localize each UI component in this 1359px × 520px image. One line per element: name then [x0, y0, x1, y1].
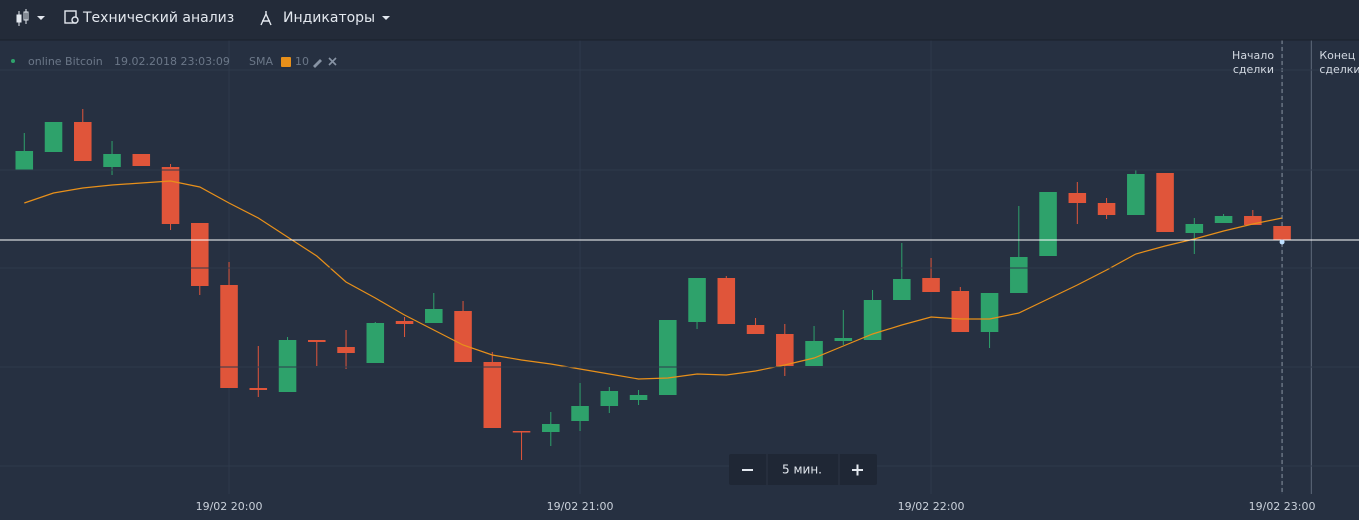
- candle-body: [980, 293, 999, 332]
- candle-body: [834, 338, 853, 341]
- x-tick-label: 19/02 20:00: [196, 500, 263, 513]
- trade-marker-label: сделки: [1319, 63, 1359, 76]
- candle-body: [44, 122, 63, 152]
- candle-body: [1273, 226, 1291, 240]
- indicator-swatch: [281, 57, 291, 67]
- candle-body: [512, 431, 531, 433]
- candle-body: [542, 424, 560, 432]
- candle-body: [571, 406, 589, 421]
- instrument: online Bitcoin: [28, 55, 103, 68]
- indicators-label: Индикаторы: [283, 10, 375, 26]
- candle-body: [629, 395, 648, 400]
- candle-body: [922, 278, 940, 292]
- candle-body: [863, 300, 882, 340]
- sma-line: [24, 180, 1283, 380]
- x-tick-label: 19/02 21:00: [547, 500, 614, 513]
- candle-body: [717, 278, 736, 324]
- chart-type-button[interactable]: [16, 9, 45, 26]
- candle-body: [395, 321, 414, 324]
- candle-body: [951, 291, 970, 332]
- indicators-button[interactable]: Индикаторы: [260, 10, 390, 26]
- candle-body: [308, 340, 326, 342]
- candle-body: [366, 323, 385, 363]
- zoom-in[interactable]: [852, 464, 863, 476]
- candle-body: [425, 309, 443, 323]
- status-dot: [11, 59, 15, 63]
- edit-icon[interactable]: [313, 59, 322, 68]
- indicator-period: 10: [295, 55, 309, 68]
- toolbar-bg: [0, 0, 1359, 40]
- candle-body: [103, 154, 121, 167]
- candle-body: [688, 278, 706, 322]
- zoom-control: 5 мин.: [729, 454, 877, 485]
- candle-body: [659, 320, 677, 395]
- candle-body: [746, 325, 765, 334]
- candle-body: [1185, 224, 1204, 233]
- candle-body: [454, 311, 472, 362]
- candle-body: [483, 362, 502, 428]
- candle-body: [132, 154, 151, 166]
- x-tick-label: 19/02 23:00: [1249, 500, 1316, 513]
- x-tick-label: 19/02 22:00: [898, 500, 965, 513]
- legend: online Bitcoin 19.02.2018 23:03:09 SMA 1…: [11, 55, 337, 68]
- candle-body: [278, 340, 297, 392]
- candle-body: [191, 223, 209, 286]
- trade-marker-label: сделки: [1233, 63, 1274, 76]
- current-price-dot: [1279, 239, 1285, 245]
- trade-marker-label: Конец: [1319, 49, 1355, 62]
- remove-icon[interactable]: [328, 57, 337, 66]
- candle-body: [220, 285, 238, 388]
- timestamp: 19.02.2018 23:03:09: [114, 55, 230, 68]
- candle-body: [337, 347, 355, 353]
- candle-body: [15, 151, 34, 170]
- candle-body: [776, 334, 794, 366]
- toolbar: Технический анализ Индикаторы: [0, 0, 1359, 41]
- candle-body: [1010, 257, 1028, 293]
- candle-body: [1039, 192, 1057, 256]
- candle-body: [600, 391, 619, 406]
- zoom-label: 5 мин.: [782, 463, 822, 477]
- candle-body: [161, 167, 180, 224]
- indicator-name: SMA: [249, 55, 273, 68]
- candle-body: [1214, 216, 1233, 223]
- chart-layer: [0, 40, 1359, 494]
- candle-body: [1127, 174, 1145, 215]
- zoom-bg: [729, 454, 877, 485]
- candle-body: [249, 388, 268, 390]
- candle-body: [1244, 216, 1262, 225]
- technical-analysis-label: Технический анализ: [82, 10, 234, 26]
- candle-body: [1068, 193, 1087, 203]
- candle-body: [1156, 173, 1174, 232]
- horizontal-guides: [0, 69, 1359, 467]
- candle-body: [805, 341, 823, 366]
- candle-body: [1097, 203, 1116, 215]
- candle-body: [893, 279, 911, 300]
- technical-analysis-button[interactable]: Технический анализ: [64, 10, 234, 26]
- candle-body: [74, 122, 92, 161]
- trade-marker-label: Начало: [1232, 49, 1274, 62]
